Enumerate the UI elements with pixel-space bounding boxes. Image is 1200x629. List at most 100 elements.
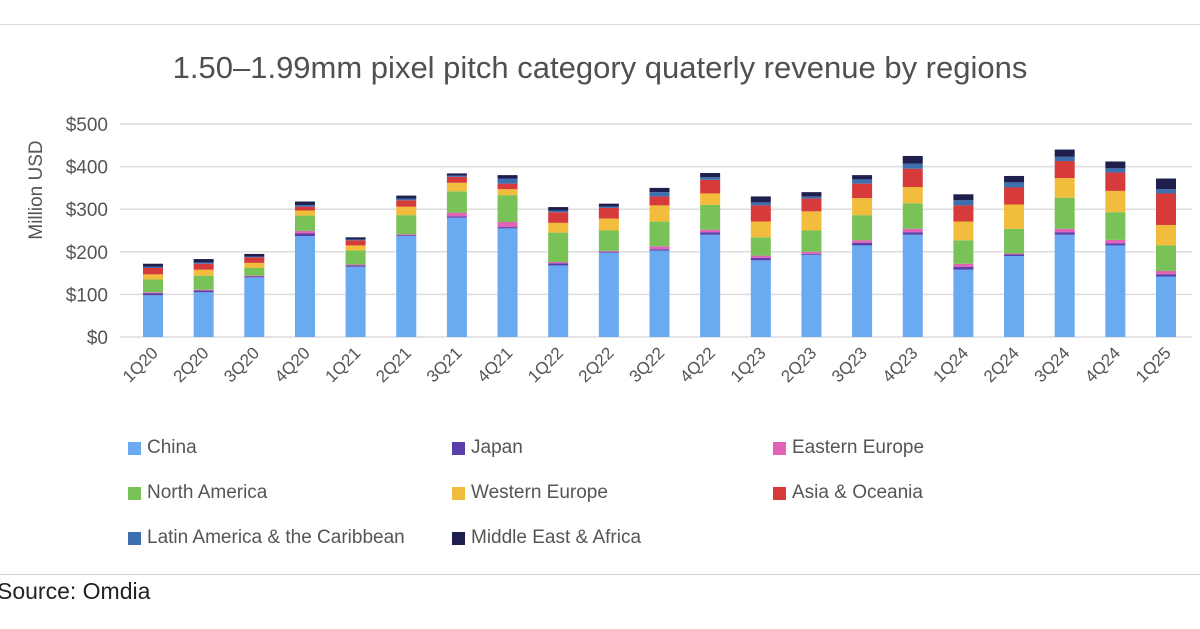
bar-segment-middle-east-africa — [700, 172, 721, 178]
legend-swatch — [452, 486, 465, 500]
bar-segment-middle-east-africa — [1156, 178, 1176, 190]
x-tick-label: 3Q24 — [1031, 343, 1074, 386]
bar-segment-middle-east-africa — [1054, 149, 1075, 157]
bar-segment-latin-america-the-caribbean — [852, 179, 873, 184]
bar-segment-eastern-europe — [953, 263, 974, 267]
bar-segment-eastern-europe — [1004, 253, 1025, 255]
bar-segment-north-america — [649, 221, 670, 247]
legend-swatch — [773, 486, 786, 500]
bar-segment-eastern-europe — [396, 234, 417, 236]
bar-segment-north-america — [953, 240, 974, 264]
bar-segment-western-europe — [902, 187, 923, 204]
bar-segment-china — [953, 269, 974, 337]
bar-segment-latin-america-the-caribbean — [902, 163, 923, 169]
legend-item: Latin America & the Caribbean — [128, 526, 452, 550]
bar-segment-japan — [244, 276, 265, 278]
bar-segment-middle-east-africa — [801, 192, 822, 197]
bar-segment-china — [294, 236, 315, 337]
bar-segment-japan — [598, 251, 619, 253]
bar-segment-japan — [1054, 232, 1075, 235]
bar-segment-japan — [193, 290, 214, 293]
y-tick-label: $0 — [87, 328, 108, 349]
bar-segment-middle-east-africa — [446, 173, 467, 176]
bar-segment-north-america — [1004, 228, 1025, 254]
x-tick-label: 1Q22 — [524, 343, 567, 386]
bar-segment-north-america — [345, 250, 366, 265]
bar-segment-north-america — [598, 230, 619, 251]
bar-segment-asia-oceania — [1105, 172, 1126, 191]
bar-segment-eastern-europe — [1054, 228, 1075, 233]
bar-segment-latin-america-the-caribbean — [446, 175, 467, 177]
bar-segment-japan — [497, 227, 518, 229]
bar-segment-latin-america-the-caribbean — [143, 266, 163, 268]
bar-segment-eastern-europe — [700, 229, 721, 233]
legend-label: Latin America & the Caribbean — [147, 527, 405, 548]
bar-segment-japan — [446, 216, 467, 218]
bar-segment-latin-america-the-caribbean — [1156, 189, 1176, 194]
x-tick-label: 2Q20 — [170, 343, 213, 386]
legend-item: North America — [128, 481, 452, 505]
y-tick-label: $100 — [66, 285, 108, 306]
bar-segment-eastern-europe — [244, 275, 265, 277]
bar-segment-asia-oceania — [497, 183, 518, 190]
bar-segment-north-america — [497, 195, 518, 222]
bar-segment-china — [446, 217, 467, 337]
bar-segment-western-europe — [193, 269, 214, 276]
x-tick-label: 1Q21 — [322, 343, 365, 386]
bar-segment-western-europe — [1105, 190, 1126, 213]
bar-segment-asia-oceania — [750, 205, 771, 222]
bar-segment-middle-east-africa — [852, 175, 873, 180]
bar-segment-japan — [1004, 254, 1025, 257]
bar-segment-asia-oceania — [143, 267, 163, 275]
chart-title: 1.50–1.99mm pixel pitch category quaterl… — [172, 50, 1028, 85]
bar-segment-latin-america-the-caribbean — [750, 202, 771, 206]
bar-segment-china — [396, 236, 417, 337]
bar-segment-middle-east-africa — [193, 259, 214, 263]
bar-segment-eastern-europe — [345, 264, 366, 266]
bar-segment-asia-oceania — [801, 198, 822, 212]
bar-segment-north-america — [143, 279, 163, 293]
bar-segment-middle-east-africa — [396, 195, 417, 199]
x-tick-label: 4Q24 — [1081, 343, 1124, 386]
bar-segment-north-america — [1156, 245, 1176, 271]
x-tick-label: 1Q24 — [929, 343, 972, 386]
bar-segment-western-europe — [548, 222, 569, 233]
bar-segment-asia-oceania — [700, 179, 721, 194]
legend-swatch — [452, 441, 465, 455]
bar-segment-middle-east-africa — [953, 194, 974, 201]
bar-segment-eastern-europe — [497, 221, 518, 228]
bar-segment-china — [649, 250, 670, 337]
bar-segment-eastern-europe — [801, 251, 822, 254]
bar-segment-latin-america-the-caribbean — [1105, 168, 1126, 173]
y-axis-label: Million USD — [26, 140, 47, 239]
bar-segment-middle-east-africa — [548, 207, 569, 211]
bar-segment-north-america — [193, 275, 214, 290]
bar-segment-western-europe — [1054, 178, 1075, 198]
bar-segment-japan — [548, 263, 569, 266]
bar-segment-japan — [649, 249, 670, 251]
x-tick-label: 3Q21 — [423, 343, 466, 386]
x-tick-label: 4Q23 — [879, 343, 922, 386]
bar-segment-japan — [294, 233, 315, 237]
bar-segment-western-europe — [700, 193, 721, 205]
bar-segment-latin-america-the-caribbean — [497, 178, 518, 184]
bar-segment-asia-oceania — [345, 240, 366, 246]
x-tick-label: 3Q23 — [828, 343, 871, 386]
legend-label: Asia & Oceania — [792, 482, 923, 503]
bar-segment-western-europe — [345, 245, 366, 251]
x-tick-label: 1Q23 — [727, 343, 770, 386]
bar-segment-western-europe — [852, 198, 873, 216]
bar-segment-china — [598, 252, 619, 337]
legend-item: Eastern Europe — [773, 436, 1073, 460]
legend-item: Japan — [452, 436, 773, 460]
legend-label: Japan — [471, 437, 523, 458]
bar-segment-latin-america-the-caribbean — [294, 204, 315, 207]
bar-segment-north-america — [902, 203, 923, 229]
legend-item: Asia & Oceania — [773, 481, 1073, 505]
bar-segment-eastern-europe — [852, 240, 873, 243]
bar-segment-western-europe — [244, 262, 265, 268]
legend-item: Western Europe — [452, 481, 773, 505]
source-note: Source: Omdia — [0, 578, 151, 604]
x-tick-label: 4Q20 — [271, 343, 314, 386]
bar-segment-asia-oceania — [902, 168, 923, 188]
